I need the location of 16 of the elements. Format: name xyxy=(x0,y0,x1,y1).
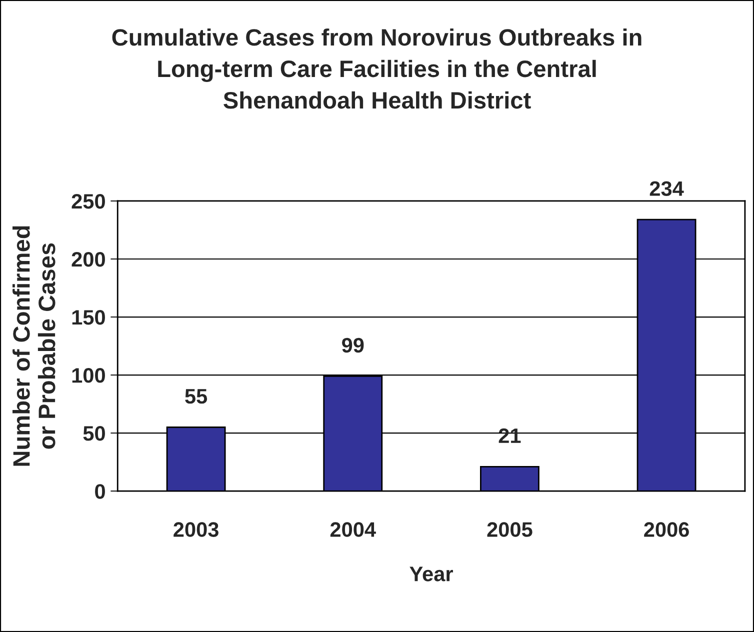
data-label: 99 xyxy=(342,338,364,353)
data-label: 234 xyxy=(650,181,684,196)
y-axis-title: Number of Confirmed or Probable Cases xyxy=(12,226,56,466)
data-label: 55 xyxy=(185,389,208,404)
x-tick-label: 2005 xyxy=(487,522,532,537)
y-tick-label: 50 xyxy=(83,426,105,441)
x-axis-title: Year xyxy=(410,566,453,582)
x-tick-label: 2003 xyxy=(174,522,218,537)
y-tick-label: 0 xyxy=(95,484,105,499)
chart-title: Cumulative Cases from Norovirus Outbreaks in Long-term Care Facilities in the Central Shenandoah Health District xyxy=(112,28,642,109)
y-tick-label: 200 xyxy=(72,252,105,267)
y-tick-label: 100 xyxy=(72,368,105,383)
y-tick-label: 250 xyxy=(72,194,105,209)
x-tick-label: 2004 xyxy=(330,522,376,537)
x-tick-label: 2006 xyxy=(644,522,689,537)
y-tick-label: 150 xyxy=(72,310,105,325)
